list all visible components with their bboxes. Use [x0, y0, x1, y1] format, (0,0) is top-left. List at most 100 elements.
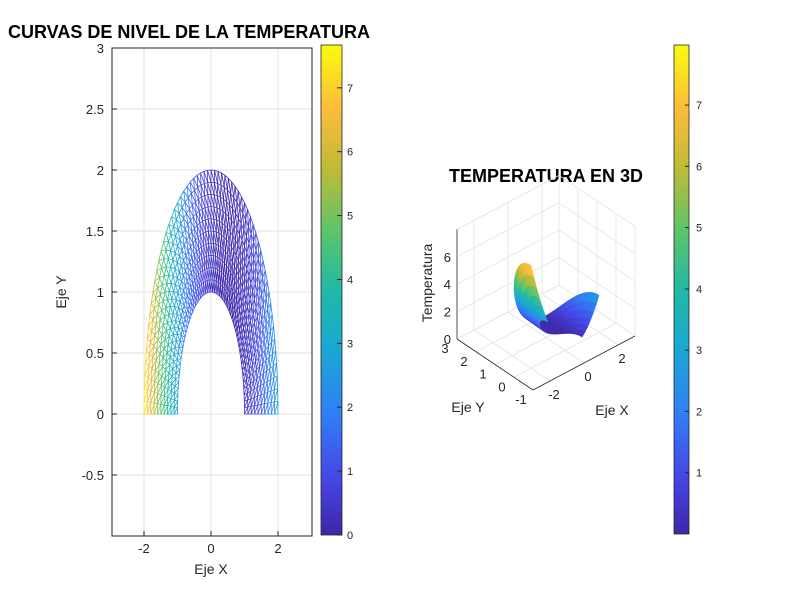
contour-arc-segment: [178, 340, 181, 347]
contour-radial-segment: [171, 216, 174, 227]
contour-arc-segment: [187, 220, 191, 225]
y-tick-label: -0.5: [82, 468, 104, 483]
contour-level-segment: [239, 316, 242, 330]
contour-level-segment: [178, 212, 184, 219]
contour-level-segment: [198, 199, 203, 210]
contour-radial-segment: [167, 388, 172, 392]
contour-arc-segment: [185, 265, 188, 271]
contour-level-segment: [182, 310, 187, 315]
contour-radial-segment: [247, 405, 252, 408]
contour-radial-segment: [194, 228, 196, 240]
contour-arc-segment: [195, 262, 198, 267]
contour-level-segment: [187, 224, 193, 232]
wall-gridline-z: [558, 202, 636, 255]
contour-level-segment: [218, 233, 222, 247]
contour-arc-segment: [168, 233, 172, 242]
contour-arc-segment: [204, 255, 207, 258]
surface-colorbar: [673, 44, 690, 535]
contour-level-segment: [180, 223, 186, 230]
contour-level-segment: [167, 341, 173, 345]
contour-radial-segment: [262, 324, 267, 330]
wall-gridline-z: [558, 257, 636, 309]
contour-radial-segment: [192, 283, 195, 295]
contour-level-segment: [269, 353, 273, 369]
contour-arc-segment: [276, 363, 278, 376]
contour-arc-segment: [222, 210, 227, 214]
contour-radial-segment: [185, 300, 189, 310]
contour-radial-segment: [229, 193, 232, 206]
contour-arc-segment: [214, 169, 219, 172]
contour-radial-segment: [191, 205, 194, 217]
contour-level-segment: [244, 406, 249, 415]
contour-level-segment: [174, 388, 179, 394]
contour-radial-segment: [185, 255, 188, 267]
contour-radial-segment: [186, 213, 189, 225]
wall-gridline-z: [456, 175, 560, 230]
contour-arc-segment: [177, 223, 182, 230]
contour-radial-segment: [157, 393, 162, 396]
contour-arc-segment: [180, 329, 183, 336]
contour-level-segment: [203, 171, 209, 183]
contour-level-segment: [213, 243, 216, 257]
contour-radial-segment: [144, 400, 148, 403]
wall-gridline-z: [456, 229, 560, 285]
contour-arc-segment: [183, 255, 187, 261]
contour-arc-segment: [198, 208, 203, 212]
contour-arc-segment: [180, 218, 184, 225]
contour-level-segment: [212, 267, 216, 281]
contour-arc-segment: [177, 239, 181, 247]
contour-radial-segment: [184, 229, 188, 241]
contour-level-segment: [270, 365, 274, 380]
contour-level-segment: [186, 280, 192, 288]
contour-level-segment: [157, 404, 162, 415]
contour-arc-segment: [159, 310, 163, 320]
contour-level-segment: [267, 330, 271, 347]
contour-arc-segment: [156, 304, 160, 315]
contour-arc-segment: [184, 224, 189, 230]
contour-radial-segment: [175, 340, 180, 348]
contour-radial-segment: [160, 294, 164, 302]
contour-level-segment: [210, 255, 214, 268]
contour-radial-segment: [150, 303, 155, 309]
contour-level-segment: [170, 406, 175, 415]
contour-arc-segment: [192, 201, 196, 206]
contour-arc-segment: [205, 218, 209, 221]
contour-radial-segment: [187, 309, 191, 320]
contour-level-segment: [166, 328, 171, 332]
contour-level-segment: [210, 267, 214, 281]
contour-level-segment: [226, 265, 228, 281]
contour-arc-segment: [195, 288, 199, 292]
contour-arc-segment: [189, 204, 193, 210]
x-tick-label: 0: [207, 541, 214, 556]
contour-level-segment: [217, 171, 222, 186]
contour-level-segment: [188, 276, 194, 284]
contour-level-segment: [212, 279, 215, 293]
contour-level-segment: [173, 401, 179, 408]
contour-level-segment: [252, 352, 256, 366]
contour-level-segment: [239, 340, 243, 354]
contour-radial-segment: [179, 340, 184, 348]
contour-arc-segment: [227, 189, 231, 194]
contour-arc-segment: [260, 344, 263, 354]
contour-arc-segment: [201, 207, 206, 210]
contour-level-segment: [171, 372, 177, 377]
contour-level-segment: [204, 269, 208, 281]
z-tick-label: 0: [444, 332, 451, 347]
contour-radial-segment: [202, 221, 204, 234]
contour-radial-segment: [153, 308, 158, 315]
contour-arc-segment: [217, 195, 221, 198]
contour-level-segment: [207, 194, 212, 207]
contour-level-segment: [268, 342, 272, 358]
contour-level-segment: [158, 325, 164, 330]
contour-radial-segment: [236, 191, 239, 203]
contour-level-segment: [227, 254, 230, 270]
contour-arc-segment: [201, 244, 204, 248]
contour-level-segment: [216, 219, 220, 234]
contour-level-segment: [154, 303, 160, 310]
contour-arc-segment: [192, 308, 195, 312]
contour-level-segment: [179, 255, 184, 261]
contour-radial-segment: [181, 265, 184, 276]
contour-level-segment: [174, 394, 179, 401]
contour-arc-segment: [175, 213, 180, 220]
contour-arc-segment: [216, 207, 221, 210]
